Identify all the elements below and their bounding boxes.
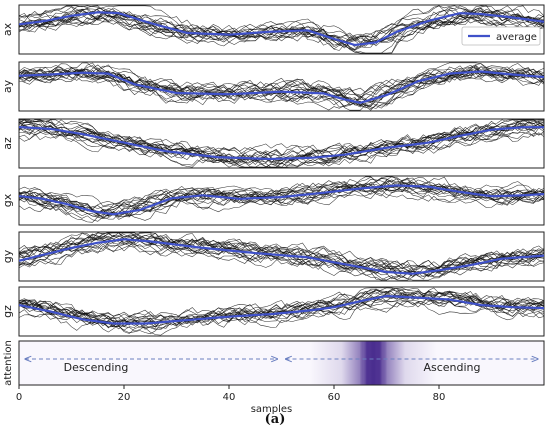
average-line <box>19 70 544 104</box>
x-tick-label: 40 <box>223 392 236 403</box>
panel-ay: ay <box>1 61 545 112</box>
panel-gz: gz <box>1 286 545 337</box>
trial-line <box>19 178 544 207</box>
panel-az: az <box>1 118 545 169</box>
trial-line <box>19 8 544 50</box>
figure-caption: (a) <box>264 412 286 427</box>
attention-band <box>360 341 364 385</box>
average-line <box>19 294 544 325</box>
trial-line <box>19 126 544 168</box>
trial-line <box>19 177 544 209</box>
channel-label: ax <box>1 22 14 36</box>
channel-label: gx <box>1 193 14 207</box>
attention-heat <box>309 341 437 385</box>
average-line <box>19 238 544 275</box>
x-tick-label: 60 <box>328 392 341 403</box>
attention-ylabel: attention <box>3 340 14 386</box>
descending-label: Descending <box>64 361 129 374</box>
trial-line <box>19 63 544 96</box>
trial-line <box>19 291 544 336</box>
trial-line <box>19 241 544 281</box>
trial-line <box>19 232 544 274</box>
trial-line <box>19 5 544 54</box>
trial-line <box>19 232 544 270</box>
trial-line <box>19 70 544 106</box>
trial-line <box>19 176 544 222</box>
average-line <box>19 11 544 47</box>
attention-frame <box>18 340 545 386</box>
channel-label: ay <box>1 79 14 93</box>
panel-gx: gx <box>1 175 545 226</box>
trial-line <box>19 65 544 97</box>
channel-label: gz <box>1 305 14 318</box>
trial-line <box>19 287 544 328</box>
trial-line <box>19 190 544 219</box>
trial-line <box>19 232 544 278</box>
attention-band <box>371 341 375 385</box>
trial-line <box>19 176 544 217</box>
panel-ax: ax average <box>1 4 545 55</box>
average-line <box>19 126 544 161</box>
panel-gy: gy <box>1 231 545 282</box>
trial-line <box>19 123 544 166</box>
ascending-label: Ascending <box>423 361 480 374</box>
trial-line <box>19 187 544 218</box>
attention-band <box>377 341 381 385</box>
channel-label: az <box>1 137 14 150</box>
trial-line <box>19 14 544 50</box>
x-tick-label: 0 <box>16 392 22 403</box>
x-axis-label: samples <box>251 404 293 415</box>
trial-line <box>19 15 544 49</box>
trial-line <box>19 241 544 281</box>
average-line <box>19 184 544 216</box>
trial-line <box>19 7 544 43</box>
trial-line <box>19 133 544 164</box>
trial-line <box>19 290 544 323</box>
channel-label: gy <box>1 249 14 263</box>
attention-band <box>383 341 387 385</box>
panel-frame <box>18 61 545 112</box>
x-tick-label: 20 <box>118 392 131 403</box>
attention-panel: Descending Ascending attention <box>3 340 545 386</box>
legend-label: average <box>496 32 537 43</box>
trial-line <box>19 301 544 333</box>
trial-line <box>19 232 544 276</box>
x-tick-label: 80 <box>433 392 446 403</box>
trial-line <box>19 183 544 218</box>
attention-band <box>366 341 370 385</box>
trial-line <box>19 299 544 331</box>
legend: average <box>461 26 541 46</box>
trial-line <box>19 5 544 51</box>
